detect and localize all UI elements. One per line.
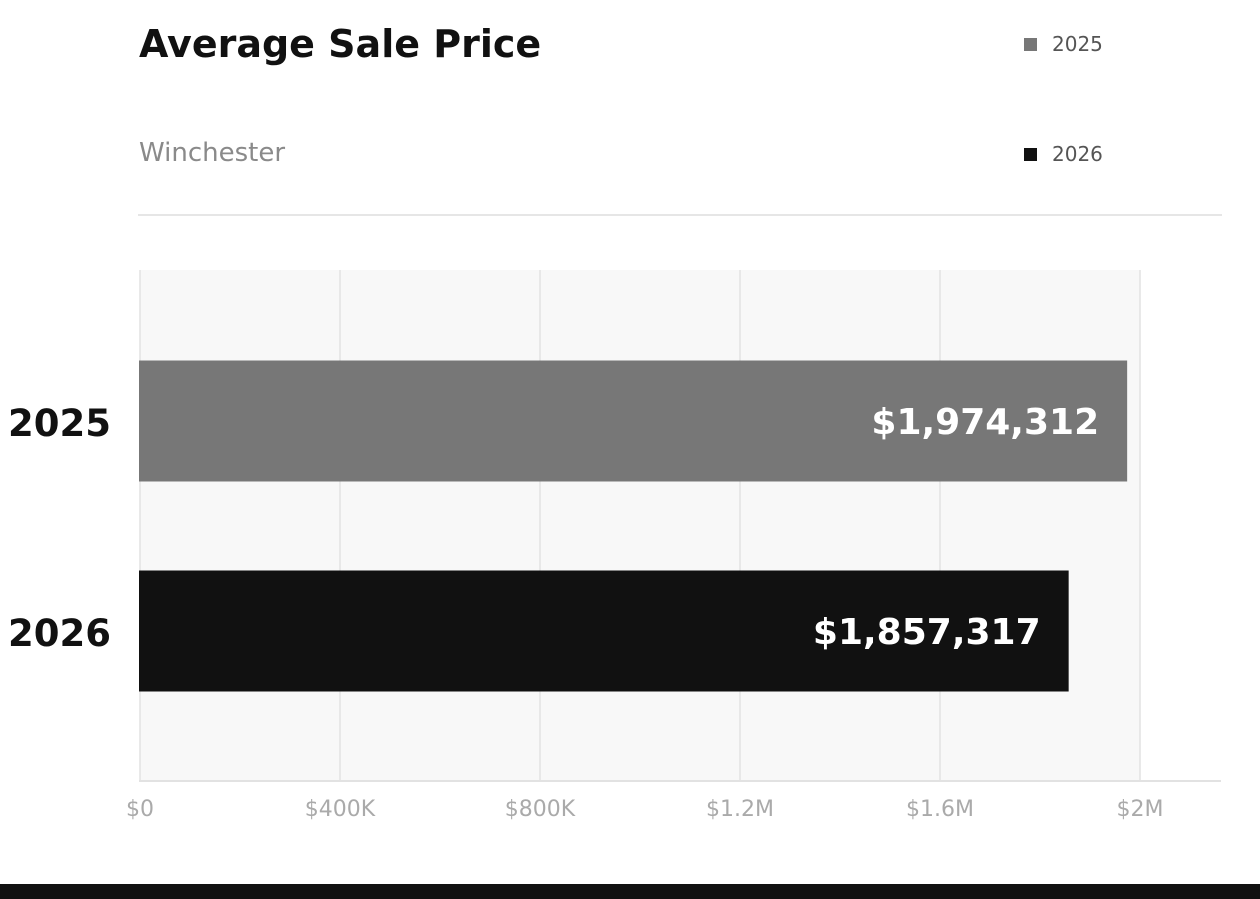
legend-swatch-2026 — [1024, 147, 1037, 161]
x-tick-label-4: $1.6M — [906, 797, 974, 822]
bar-2026 — [139, 570, 1069, 692]
x-tick-label-1: $400K — [305, 797, 376, 822]
bar-value-label-2026: $1,857,317 — [813, 612, 1041, 653]
x-tick-label-5: $2M — [1117, 797, 1164, 822]
legend-label-2025: 2025 — [1052, 32, 1103, 56]
x-tick-label-3: $1.2M — [706, 797, 774, 822]
bar-chart: $1,974,312 2025 $1,857,317 2026 $0 $400K $800K… — [8, 270, 1221, 822]
chart-subtitle: Winchester — [139, 138, 286, 168]
header-divider — [138, 214, 1222, 216]
x-tick-label-2: $800K — [505, 797, 576, 822]
plot-background — [140, 270, 1140, 781]
legend-label-2026: 2026 — [1052, 142, 1103, 166]
footer-bar — [0, 884, 1260, 899]
category-label-2025: 2025 — [8, 402, 111, 445]
legend-item-2025: 2025 — [1024, 32, 1103, 56]
bar-2025 — [139, 360, 1128, 482]
legend-swatch-2025 — [1024, 37, 1037, 51]
bar-value-label-2025: $1,974,312 — [871, 402, 1099, 443]
chart-title: Average Sale Price — [139, 22, 542, 66]
legend-item-2026: 2026 — [1024, 142, 1103, 166]
x-tick-label-0: $0 — [126, 797, 154, 822]
category-label-2026: 2026 — [8, 612, 111, 655]
